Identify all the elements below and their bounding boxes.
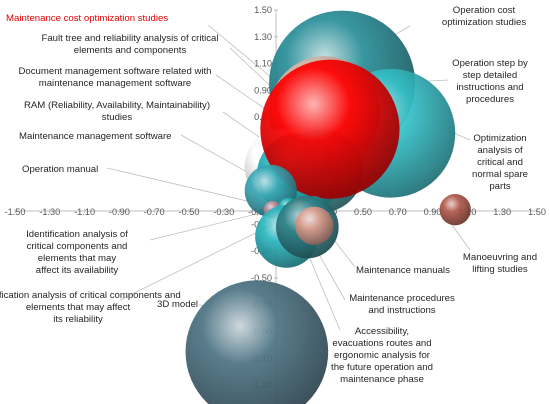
y-tick-label: 1.50: [254, 5, 272, 15]
label-manoeuvring-1: Manoeuvring and: [463, 252, 537, 263]
leader-line: [119, 221, 279, 301]
label-operation-cost-1: Operation cost: [453, 5, 516, 16]
y-tick-label: 1.30: [254, 32, 272, 42]
x-tick-label: 0.50: [354, 207, 372, 217]
label-document-mgmt-1: Document management software related wit…: [18, 66, 211, 77]
label-availability-4: affect its availability: [36, 265, 119, 276]
label-accessibility-1: Accessibility,: [355, 326, 409, 337]
label-optimization-3: critical and: [477, 157, 523, 168]
label-operation-step-3: instructions and: [456, 82, 523, 93]
label-operation-manual: Operation manual: [22, 164, 98, 175]
label-maintenance-mgmt-software: Maintenance management software: [19, 131, 172, 142]
label-optimization-5: parts: [489, 181, 511, 192]
label-availability-2: critical components and: [27, 241, 128, 252]
label-ram-1: RAM (Reliability, Availability, Maintain…: [24, 100, 210, 111]
y-tick-label: -0.50: [251, 273, 272, 283]
label-maintenance-procedures-2: and instructions: [368, 305, 435, 316]
bubbles: [185, 10, 471, 404]
label-maintenance-cost: Maintenance cost optimization studies: [6, 13, 168, 24]
x-tick-label: -0.50: [179, 207, 200, 217]
label-fault-tree-1: Fault tree and reliability analysis of c…: [41, 33, 218, 44]
bubble: [185, 280, 329, 404]
label-accessibility-2: evacuations routes and: [332, 338, 431, 349]
label-maintenance-manuals: Maintenance manuals: [356, 265, 450, 276]
x-tick-label: -0.30: [213, 207, 234, 217]
bubble: [439, 194, 471, 226]
label-optimization-1: Optimization: [473, 133, 526, 144]
label-manoeuvring-2: lifting studies: [472, 264, 528, 275]
label-reliability-1: Identification analysis of critical comp…: [0, 290, 181, 301]
bubble: [260, 59, 400, 199]
label-operation-step-4: procedures: [466, 94, 514, 105]
x-tick-label: 0.70: [389, 207, 407, 217]
label-operation-step-2: step detailed: [463, 70, 517, 81]
x-tick-label: 0.90: [424, 207, 442, 217]
label-optimization-4: normal spare: [472, 169, 528, 180]
x-tick-label: -0.90: [109, 207, 130, 217]
label-availability-1: Identification analysis of: [26, 229, 128, 240]
label-reliability-2: elements that may affect: [26, 302, 131, 313]
label-document-mgmt-2: maintenance management software: [39, 78, 192, 89]
label-reliability-3: its reliability: [53, 314, 103, 325]
label-fault-tree-2: elements and components: [74, 45, 187, 56]
label-availability-3: elements that may: [38, 253, 117, 264]
x-tick-label: -0.70: [144, 207, 165, 217]
label-3d-model: 3D model: [157, 299, 198, 310]
leader-line: [149, 209, 274, 241]
label-accessibility-5: maintenance phase: [340, 374, 424, 385]
leader-line: [106, 167, 261, 205]
x-tick-label: -1.50: [5, 207, 26, 217]
label-operation-cost-2: optimization studies: [442, 17, 526, 28]
label-maintenance-procedures-1: Maintenance procedures: [349, 293, 455, 304]
annotation-labels: Maintenance cost optimization studies Fa…: [0, 5, 537, 385]
label-accessibility-3: ergonomic analysis for: [334, 350, 431, 361]
x-tick-label: -1.10: [74, 207, 95, 217]
x-tick-label: 1.50: [528, 207, 546, 217]
y-tick-label: 0.90: [254, 85, 272, 95]
y-tick-label: 1.10: [254, 59, 272, 69]
bubble: [295, 206, 334, 245]
label-accessibility-4: the future operation and: [331, 362, 433, 373]
x-tick-label: -1.30: [39, 207, 60, 217]
label-ram-2: studies: [102, 112, 133, 123]
label-optimization-2: analysis of: [477, 145, 523, 156]
label-operation-step-1: Operation step by: [452, 58, 528, 69]
x-tick-label: 1.30: [493, 207, 511, 217]
